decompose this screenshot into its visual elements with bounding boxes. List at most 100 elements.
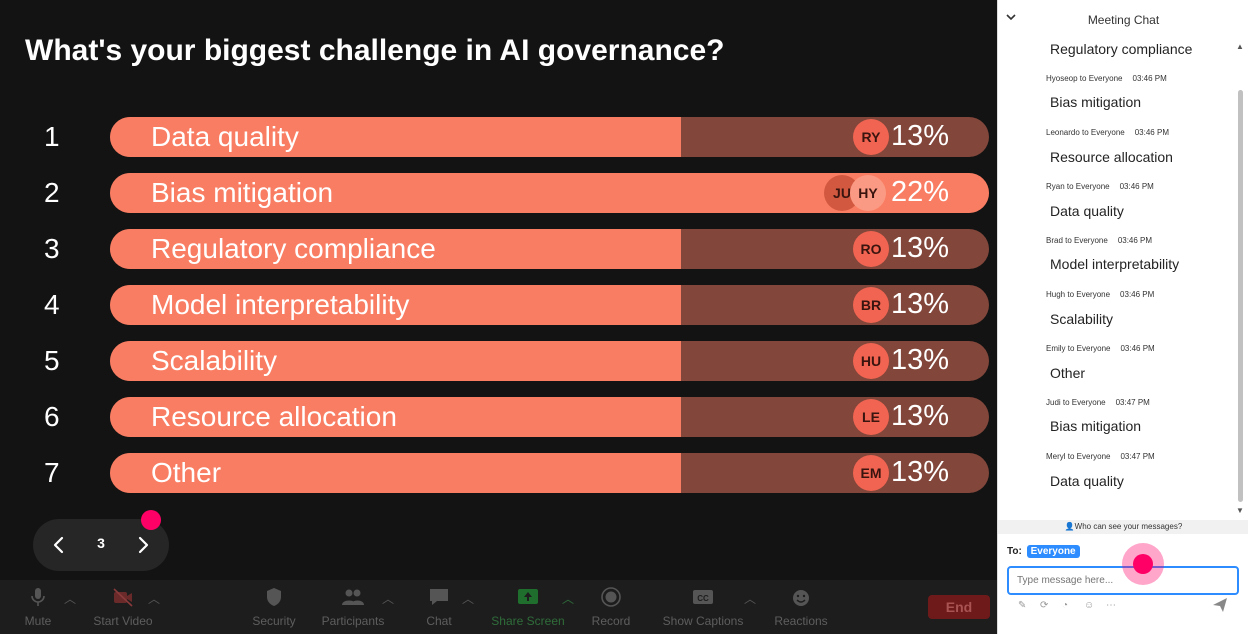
option-percent: 13% bbox=[890, 232, 949, 264]
chat-message-text: Data quality bbox=[1050, 203, 1124, 219]
participants-button[interactable]: Participants bbox=[316, 586, 390, 630]
result-bar-fill bbox=[110, 117, 682, 157]
poll-option-row: 6 Resource allocation LE 13% bbox=[0, 397, 997, 437]
previous-slide-button[interactable] bbox=[45, 531, 73, 559]
option-label: Scalability bbox=[151, 345, 278, 376]
screenshot-icon[interactable]: ⟳ bbox=[1040, 600, 1049, 611]
poll-option-row: 3 Regulatory compliance RO 13% bbox=[0, 229, 997, 269]
next-slide-button[interactable] bbox=[129, 531, 157, 559]
chat-button[interactable]: Chat bbox=[418, 586, 460, 630]
result-bar: Regulatory compliance RO 13% bbox=[110, 229, 989, 269]
option-number: 5 bbox=[44, 345, 60, 376]
message-sender: Judi to Everyone bbox=[1046, 398, 1106, 407]
result-bar: Other EM 13% bbox=[110, 453, 989, 493]
share-screen-button[interactable]: Share Screen bbox=[488, 586, 568, 630]
mute-options-chevron-up-icon[interactable]: ︿ bbox=[64, 592, 77, 606]
mute-button[interactable]: Mute bbox=[18, 586, 58, 630]
poll-option-row: 1 Data quality RY 13% bbox=[0, 117, 997, 157]
end-meeting-button[interactable]: End bbox=[928, 595, 990, 619]
option-percent: 13% bbox=[890, 288, 949, 320]
scroll-down-icon[interactable]: ▼ bbox=[1236, 506, 1244, 515]
slide-navigator: 3 bbox=[33, 519, 169, 571]
start-video-button[interactable]: Start Video bbox=[88, 586, 158, 630]
chevron-down-icon[interactable] bbox=[1006, 12, 1016, 24]
scroll-up-icon[interactable]: ▲ bbox=[1236, 42, 1244, 51]
chat-title: Meeting Chat bbox=[1087, 13, 1160, 27]
reactions-label: Reactions bbox=[774, 614, 828, 628]
result-bar-fill bbox=[110, 453, 682, 493]
voter-avatar: RY bbox=[853, 119, 889, 155]
option-percent: 13% bbox=[890, 400, 949, 432]
participants-label: Participants bbox=[321, 614, 385, 628]
message-sender: Ryan to Everyone bbox=[1046, 182, 1110, 191]
record-icon bbox=[586, 586, 636, 612]
message-time: 03:47 PM bbox=[1120, 452, 1155, 461]
option-percent: 13% bbox=[890, 456, 949, 488]
message-time: 03:47 PM bbox=[1115, 398, 1150, 407]
message-time: 03:46 PM bbox=[1120, 290, 1155, 299]
security-label: Security bbox=[252, 614, 296, 628]
voter-avatar: HY bbox=[850, 175, 886, 211]
chat-message-text: Regulatory compliance bbox=[1050, 41, 1193, 57]
chat-message-text: Other bbox=[1050, 365, 1086, 381]
chevron-left-icon bbox=[53, 536, 64, 554]
to-label: To: bbox=[1007, 546, 1022, 557]
format-icon[interactable]: ✎ bbox=[1018, 600, 1027, 611]
participants-options-chevron-up-icon[interactable]: ︿ bbox=[382, 592, 395, 606]
option-number: 7 bbox=[44, 457, 60, 488]
result-bar-fill bbox=[110, 229, 682, 269]
chat-message-text: Resource allocation bbox=[1050, 149, 1173, 165]
result-bar: Model interpretability BR 13% bbox=[110, 285, 989, 325]
share-options-chevron-up-icon[interactable]: ︿ bbox=[562, 592, 575, 606]
option-label: Bias mitigation bbox=[151, 177, 334, 208]
reactions-button[interactable]: Reactions bbox=[770, 586, 832, 630]
result-bar-fill bbox=[110, 397, 682, 437]
chat-message-text: Bias mitigation bbox=[1050, 418, 1142, 434]
result-bar: Data quality RY 13% bbox=[110, 117, 989, 157]
message-time: 03:46 PM bbox=[1117, 236, 1153, 245]
voter-avatar: LE bbox=[853, 399, 889, 435]
chat-label: Chat bbox=[426, 614, 452, 628]
captions-options-chevron-up-icon[interactable]: ︿ bbox=[744, 592, 757, 606]
recipient-select[interactable]: Everyone bbox=[1026, 545, 1080, 558]
security-button[interactable]: Security bbox=[248, 586, 300, 630]
poll-option-row: 4 Model interpretability BR 13% bbox=[0, 285, 997, 325]
file-icon[interactable]: ◔ bbox=[1062, 600, 1069, 611]
emoji-icon[interactable]: ☺ bbox=[1084, 600, 1095, 611]
record-label: Record bbox=[591, 614, 631, 628]
slide-page-number: 3 bbox=[97, 535, 105, 551]
scrollbar-thumb[interactable] bbox=[1238, 90, 1243, 502]
poll-option-row: 5 Scalability HU 13% bbox=[0, 341, 997, 381]
result-bar: Bias mitigation JU HY 22% bbox=[110, 173, 989, 213]
record-button[interactable]: Record bbox=[586, 586, 636, 630]
svg-text:CC: CC bbox=[697, 594, 709, 603]
message-time: 03:46 PM bbox=[1120, 344, 1155, 353]
chat-message-list: Regulatory compliance Hyoseop to Everyon… bbox=[998, 38, 1234, 518]
video-options-chevron-up-icon[interactable]: ︿ bbox=[148, 592, 161, 606]
option-label: Regulatory compliance bbox=[151, 233, 436, 264]
microphone-icon bbox=[18, 586, 58, 612]
option-label: Data quality bbox=[151, 121, 299, 152]
chat-message-input[interactable] bbox=[1007, 566, 1239, 595]
chat-message-header: Judi to Everyone 03:47 PM bbox=[1046, 398, 1150, 407]
show-captions-button[interactable]: CC Show Captions bbox=[656, 586, 750, 630]
result-bar: Resource allocation LE 13% bbox=[110, 397, 989, 437]
share-screen-icon bbox=[488, 586, 568, 612]
recipient-row: To: Everyone bbox=[1007, 545, 1080, 558]
chat-bubble-icon bbox=[418, 586, 460, 612]
who-can-see-messages[interactable]: 👤Who can see your messages? bbox=[998, 520, 1248, 534]
send-icon[interactable] bbox=[1212, 597, 1228, 616]
message-sender: Hyoseop to Everyone bbox=[1046, 74, 1123, 83]
chat-scrollbar[interactable]: ▲ ▼ bbox=[1234, 38, 1248, 518]
chat-formatting-tools: ✎ ⟳ ◔ ☺ ⋯ bbox=[1018, 600, 1138, 614]
result-bar: Scalability HU 13% bbox=[110, 341, 989, 381]
message-time: 03:46 PM bbox=[1119, 182, 1154, 191]
result-bar-fill bbox=[110, 285, 682, 325]
message-sender: Hugh to Everyone bbox=[1046, 290, 1111, 299]
shield-icon bbox=[248, 586, 300, 612]
message-time: 03:46 PM bbox=[1132, 74, 1167, 83]
chat-options-chevron-up-icon[interactable]: ︿ bbox=[462, 592, 475, 606]
mute-label: Mute bbox=[24, 614, 52, 628]
more-icon[interactable]: ⋯ bbox=[1106, 600, 1116, 611]
